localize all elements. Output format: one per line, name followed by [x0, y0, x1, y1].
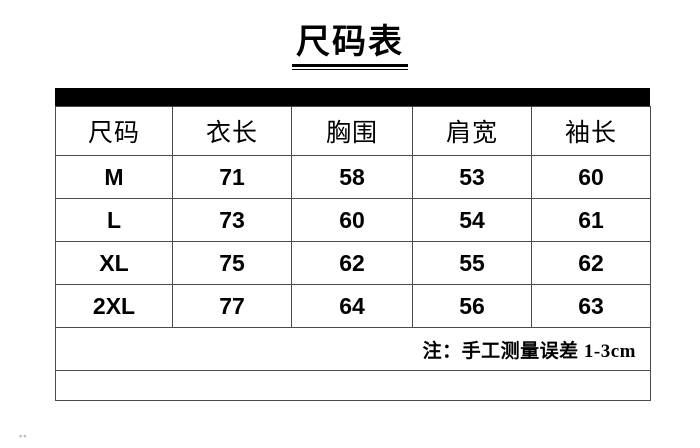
cell-length: 71	[172, 155, 292, 199]
cell-shoulder: 55	[412, 241, 532, 285]
page-title: 尺码表	[292, 24, 408, 71]
measurement-note: 注：手工测量误差 1-3cm	[55, 327, 651, 371]
cell-bust: 62	[291, 241, 413, 285]
title-block: 尺码表	[0, 24, 700, 71]
scan-artifact: ▪▪	[19, 431, 28, 441]
column-header-size: 尺码	[55, 106, 173, 156]
cell-bust: 64	[291, 284, 413, 328]
cell-sleeve: 61	[531, 198, 651, 242]
column-header-shoulder: 肩宽	[412, 106, 532, 156]
table-row: XL 75 62 55 62	[55, 241, 651, 285]
cell-sleeve: 62	[531, 241, 651, 285]
cell-sleeve: 63	[531, 284, 651, 328]
blank-cell	[55, 370, 651, 401]
cell-shoulder: 54	[412, 198, 532, 242]
size-table: 尺码 衣长 胸围 肩宽 袖长 M 71 58 53 60 L 73 60 54 …	[55, 106, 651, 401]
blank-row	[55, 370, 651, 401]
column-header-length: 衣长	[172, 106, 292, 156]
cell-bust: 58	[291, 155, 413, 199]
cell-length: 77	[172, 284, 292, 328]
measurement-note-row: 注：手工测量误差 1-3cm	[55, 327, 651, 371]
column-header-bust: 胸围	[291, 106, 413, 156]
table-row: L 73 60 54 61	[55, 198, 651, 242]
table-row: M 71 58 53 60	[55, 155, 651, 199]
cell-sleeve: 60	[531, 155, 651, 199]
cell-size: L	[55, 198, 173, 242]
cell-shoulder: 56	[412, 284, 532, 328]
column-header-sleeve: 袖长	[531, 106, 651, 156]
cell-shoulder: 53	[412, 155, 532, 199]
cell-size: XL	[55, 241, 173, 285]
cell-length: 73	[172, 198, 292, 242]
header-accent-bar	[55, 88, 650, 106]
cell-length: 75	[172, 241, 292, 285]
table-row: 2XL 77 64 56 63	[55, 284, 651, 328]
size-chart-container: 尺码 衣长 胸围 肩宽 袖长 M 71 58 53 60 L 73 60 54 …	[55, 88, 651, 401]
table-header-row: 尺码 衣长 胸围 肩宽 袖长	[55, 106, 651, 156]
cell-bust: 60	[291, 198, 413, 242]
cell-size: 2XL	[55, 284, 173, 328]
cell-size: M	[55, 155, 173, 199]
